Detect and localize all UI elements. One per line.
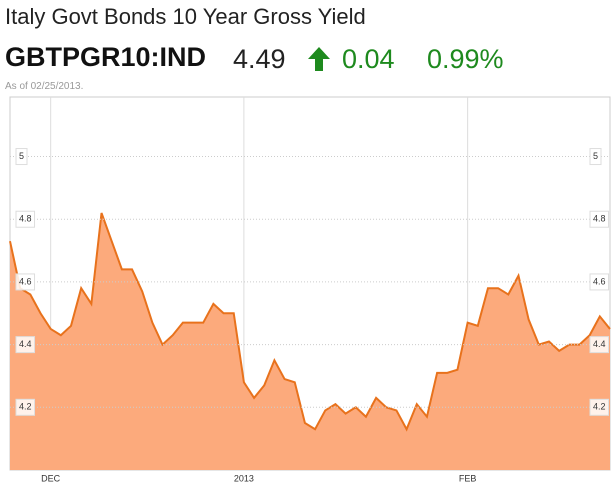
y-tick-label: 4.2: [593, 402, 606, 412]
y-tick-label-box: [15, 273, 36, 291]
y-tick-label-box: [589, 210, 610, 228]
area: [10, 212, 610, 470]
y-tick-label: 4.2: [19, 402, 32, 412]
x-tick-label: FEB: [459, 473, 477, 483]
y-tick-label-box: [589, 398, 610, 416]
change: 0.04: [342, 44, 395, 74]
title: Italy Govt Bonds 10 Year Gross Yield: [5, 4, 366, 29]
y-tick-label-box: [15, 336, 36, 354]
price: 4.49: [233, 44, 286, 74]
up-arrow: [308, 47, 330, 71]
y-tick-label: 4.4: [593, 339, 606, 349]
y-tick-label: 5: [593, 151, 598, 161]
header: Italy Govt Bonds 10 Year Gross Yield GBT…: [0, 0, 615, 96]
y-tick-label-box: [15, 398, 36, 416]
y-tick-label-box: [15, 210, 36, 228]
percent-change: 0.99%: [427, 44, 504, 74]
y-tick-label-box: [589, 148, 602, 166]
y-tick-label: 4.4: [19, 339, 32, 349]
y-tick-label: 5: [19, 151, 24, 161]
y-tick-label-box: [589, 273, 610, 291]
x-tick-label: 2013: [234, 473, 254, 483]
as-of-date: As of 02/25/2013.: [5, 81, 84, 92]
y-tick-label: 4.8: [593, 214, 606, 224]
y-tick-label: 4.8: [19, 214, 32, 224]
x-tick-label: DEC: [41, 473, 61, 483]
y-tick-label: 4.6: [19, 276, 32, 286]
y-tick-label-box: [15, 148, 28, 166]
line: [9, 212, 611, 432]
ticker: GBTPGR10:IND: [5, 42, 207, 72]
y-tick-label-box: [589, 336, 610, 354]
y-tick-label: 4.6: [593, 276, 606, 286]
